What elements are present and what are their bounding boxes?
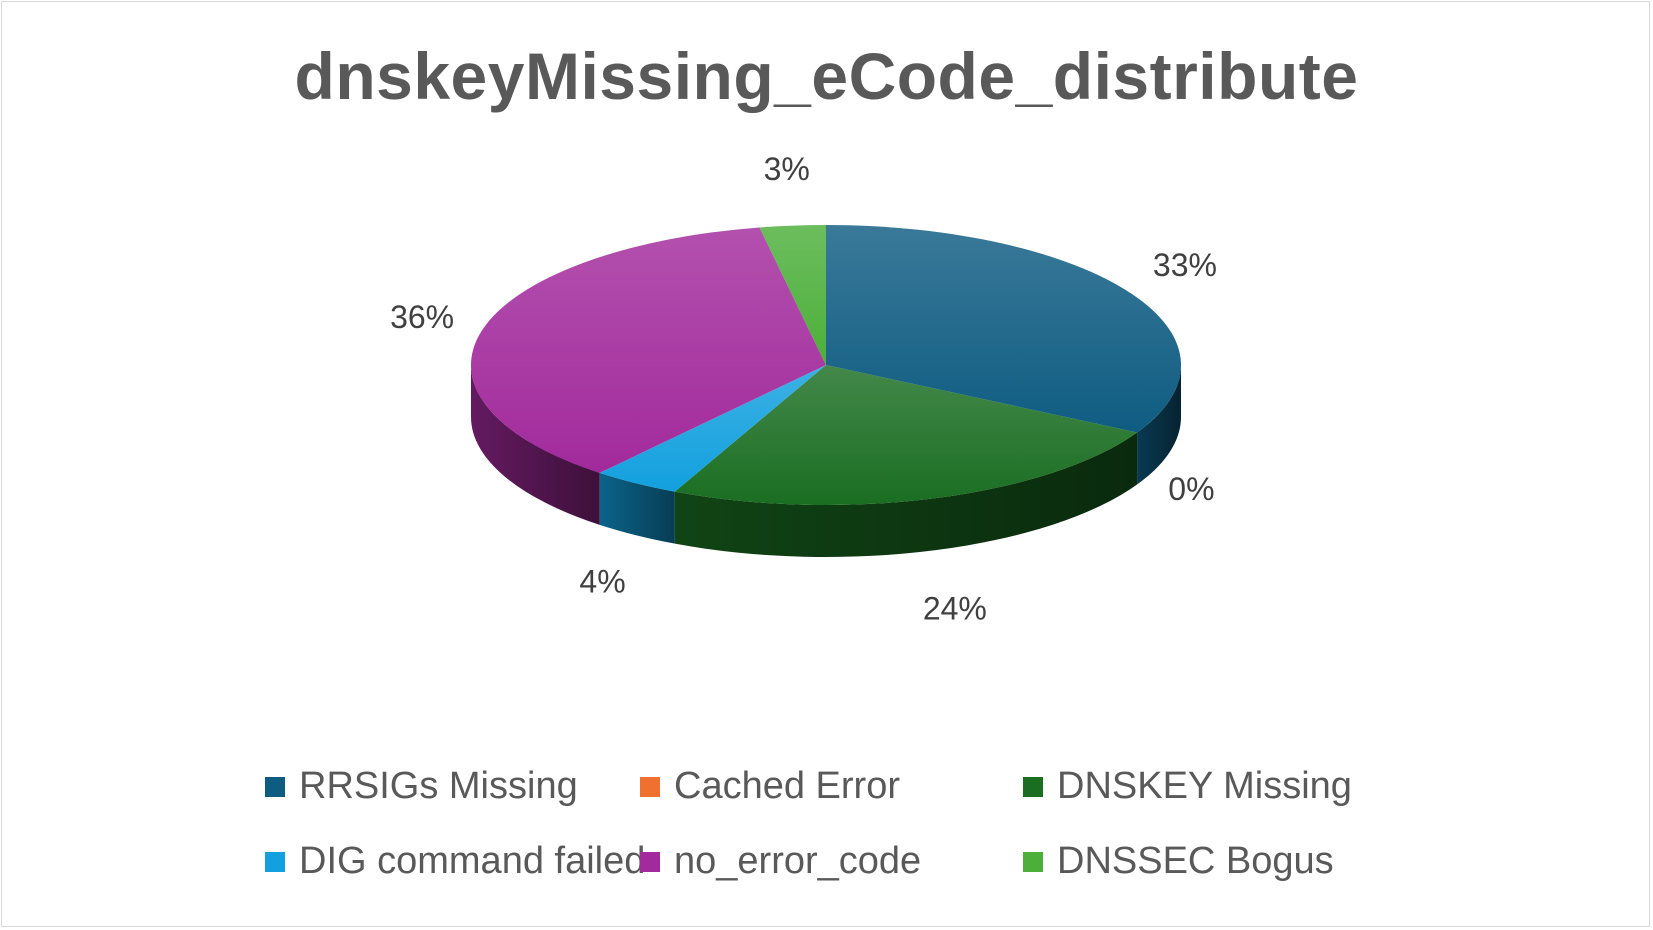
legend-swatch bbox=[1023, 851, 1043, 872]
legend-swatch bbox=[265, 776, 285, 797]
legend-item-dnssec-bogus: DNSSEC Bogus bbox=[1023, 840, 1334, 883]
legend-swatch bbox=[640, 851, 660, 872]
pie-side-dnskey-missing bbox=[674, 432, 1138, 557]
pie-side-dig-command-failed bbox=[599, 472, 675, 544]
legend-label: RRSIGs Missing bbox=[299, 765, 578, 807]
data-label-rrsigs-missing: 33% bbox=[1153, 247, 1217, 283]
data-label-dnssec-bogus: 3% bbox=[764, 151, 810, 187]
pie-side-rrsigs-missing bbox=[1137, 365, 1181, 485]
legend-label: no_error_code bbox=[674, 840, 922, 882]
chart-title: dnskeyMissing_eCode_distribute bbox=[294, 39, 1359, 113]
pie-slice-no-error-code bbox=[470, 227, 826, 473]
data-label-dnskey-missing: 24% bbox=[923, 591, 987, 627]
pie-side-no-error-code bbox=[471, 365, 600, 525]
legend-swatch bbox=[265, 851, 285, 872]
legend-item-cached-error: Cached Error bbox=[640, 765, 900, 808]
pie-slice-rrsigs-missing bbox=[826, 225, 1181, 433]
legend-item-rrsigs-missing: RRSIGs Missing bbox=[265, 765, 578, 808]
data-label-dig-command-failed: 4% bbox=[579, 563, 625, 599]
pie-slice-dnskey-missing bbox=[674, 365, 1138, 505]
pie-slice-dig-command-failed bbox=[599, 365, 826, 492]
legend-item-no-error-code: no_error_code bbox=[640, 840, 921, 883]
legend-label: DNSSEC Bogus bbox=[1057, 840, 1334, 882]
legend-swatch bbox=[1023, 776, 1043, 797]
data-label-cached-error: 0% bbox=[1168, 471, 1214, 507]
legend-swatch bbox=[640, 776, 660, 797]
pie-slice-dnssec-bogus bbox=[759, 225, 826, 365]
legend-item-dig-command-failed: DIG command failed bbox=[265, 840, 645, 883]
legend-label: Cached Error bbox=[674, 765, 900, 807]
legend-item-dnskey-missing: DNSKEY Missing bbox=[1023, 765, 1352, 808]
legend-label: DIG command failed bbox=[299, 840, 646, 882]
data-label-no-error-code: 36% bbox=[390, 299, 454, 335]
legend-label: DNSKEY Missing bbox=[1057, 765, 1352, 807]
